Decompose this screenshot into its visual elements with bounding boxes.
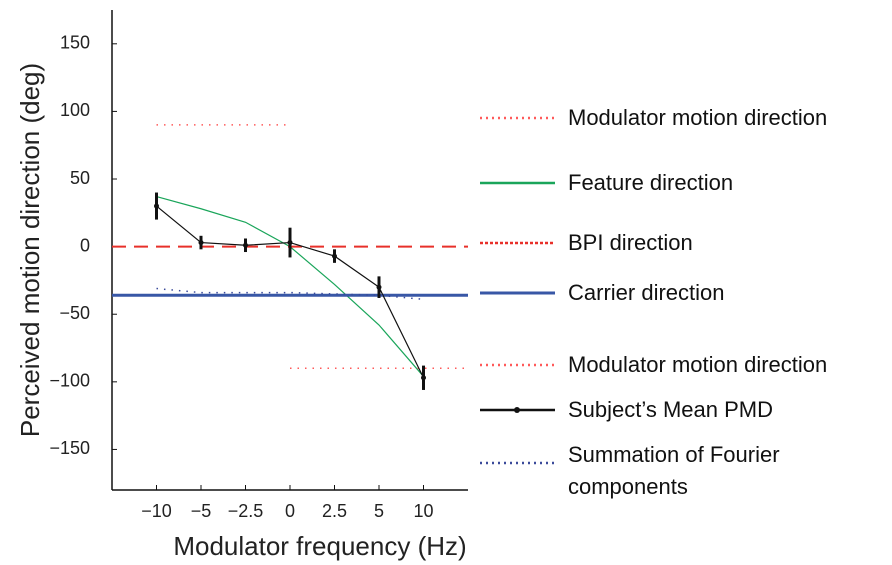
data-point (243, 242, 248, 248)
y-tick-label: −100 (49, 371, 90, 391)
data-point (287, 240, 293, 246)
y-tick-label: 50 (70, 168, 90, 188)
legend-label: Modulator motion direction (568, 352, 828, 377)
x-tick-label: −10 (141, 501, 172, 521)
data-point (332, 253, 337, 259)
y-tick-label: 150 (60, 33, 90, 53)
x-tick-label: −5 (191, 501, 212, 521)
x-axis-title: Modulator frequency (Hz) (173, 531, 466, 561)
y-axis-title: Perceived motion direction (deg) (15, 63, 45, 437)
legend-label: Carrier direction (568, 280, 725, 305)
x-tick-label: 2.5 (322, 501, 347, 521)
legend-label: BPI direction (568, 230, 693, 255)
x-tick-label: −2.5 (228, 501, 264, 521)
legend-marker (514, 407, 520, 413)
y-tick-label: 0 (80, 235, 90, 255)
x-tick-label: 0 (285, 501, 295, 521)
data-point (376, 284, 382, 290)
legend-label: Feature direction (568, 170, 734, 195)
x-tick-label: 10 (413, 501, 433, 521)
data-point (198, 240, 204, 246)
data-point (421, 375, 426, 381)
legend-label: Summation of Fourier components (568, 442, 780, 499)
x-tick-label: 5 (374, 501, 384, 521)
data-point (154, 203, 159, 209)
legend-label: Modulator motion direction (568, 105, 828, 130)
y-tick-label: −150 (49, 438, 90, 458)
series-line (156, 196, 424, 377)
legend-label: Subject’s Mean PMD (568, 397, 774, 422)
y-tick-label: −50 (59, 303, 90, 323)
y-tick-label: 100 (60, 100, 90, 120)
